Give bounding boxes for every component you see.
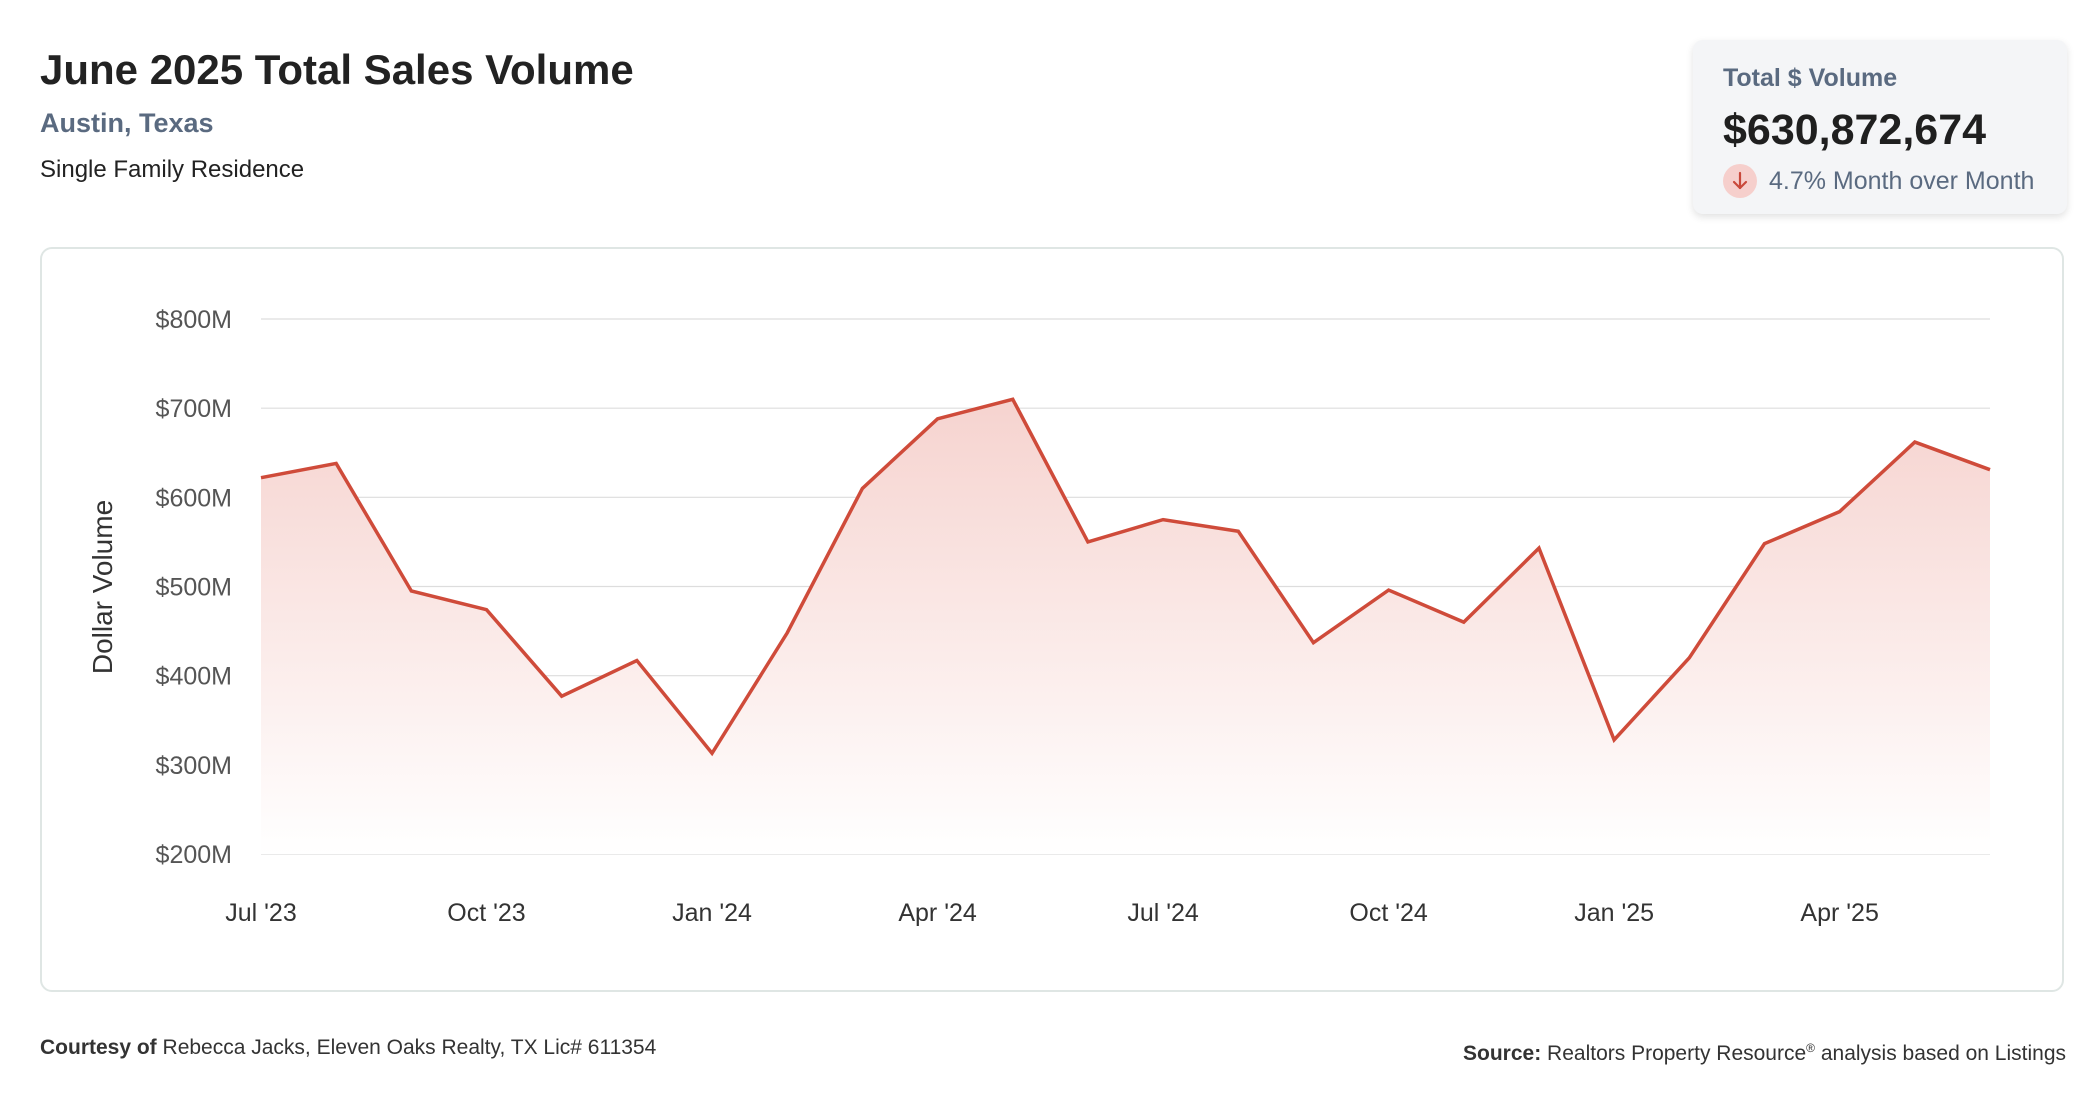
source-label: Source: <box>1463 1042 1542 1065</box>
y-axis-label: Dollar Volume <box>87 500 118 674</box>
x-tick-label: Jan '24 <box>672 899 752 927</box>
y-tick-label: $400M <box>156 663 232 691</box>
kpi-change: 4.7% Month over Month <box>1723 164 2037 198</box>
x-tick-label: Jul '23 <box>225 899 296 927</box>
y-tick-label: $500M <box>156 574 232 602</box>
kpi-card: Total $ Volume $630,872,674 4.7% Month o… <box>1693 40 2067 214</box>
y-tick-label: $800M <box>156 306 232 334</box>
header: June 2025 Total Sales Volume Austin, Tex… <box>40 44 634 186</box>
x-tick-label: Apr '25 <box>1800 899 1878 927</box>
x-tick-label: Jul '24 <box>1127 899 1199 927</box>
x-tick-label: Jan '25 <box>1574 899 1654 927</box>
y-tick-label: $600M <box>156 484 232 512</box>
series-area <box>261 399 1990 854</box>
line-chart: $200M $300M $400M $500M $600M $700M $800M Jul '… <box>87 306 1991 927</box>
page-title: June 2025 Total Sales Volume <box>40 46 634 93</box>
source-rest: analysis based on Listings <box>1820 1042 2066 1065</box>
y-tick-label: $300M <box>156 752 232 780</box>
series-line <box>260 397 1991 757</box>
registered-mark: ® <box>1806 1041 1815 1055</box>
kpi-value: $630,872,674 <box>1723 106 1987 154</box>
property-type-label: Single Family Residence <box>40 156 305 183</box>
x-tick-label: Oct '23 <box>447 899 525 927</box>
x-tick-label: Apr '24 <box>898 899 977 927</box>
y-tick-label: $200M <box>156 841 232 869</box>
kpi-label: Total $ Volume <box>1723 64 1898 92</box>
source-name: Realtors Property Resource <box>1547 1042 1807 1065</box>
x-tick-label: Oct '24 <box>1349 899 1428 927</box>
source-note: Source: Realtors Property Resource® anal… <box>1463 1034 2066 1068</box>
location-subtitle: Austin, Texas <box>40 108 214 138</box>
courtesy-note: Courtesy of Rebecca Jacks, Eleven Oaks R… <box>40 1034 656 1062</box>
courtesy-label: Courtesy of <box>40 1036 157 1059</box>
arrow-down-icon <box>1723 164 1757 198</box>
chart-container: $200M $300M $400M $500M $600M $700M $800M Jul '… <box>40 247 2064 992</box>
kpi-change-text: 4.7% Month over Month <box>1769 166 2035 195</box>
courtesy-text: Rebecca Jacks, Eleven Oaks Realty, TX Li… <box>162 1036 657 1059</box>
y-tick-label: $700M <box>156 395 232 423</box>
